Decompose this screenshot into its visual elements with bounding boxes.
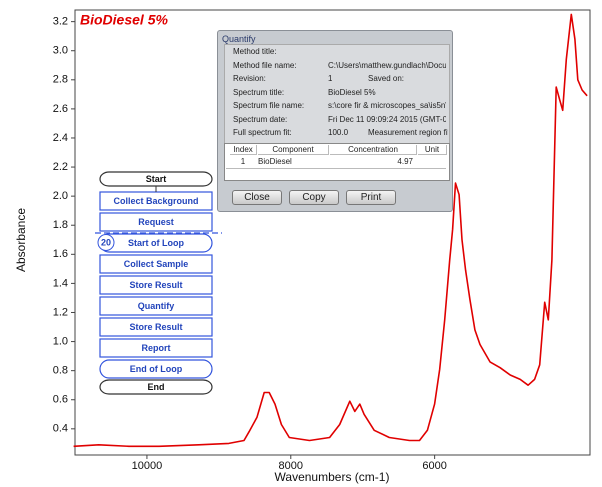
button[interactable]: Close xyxy=(232,190,282,205)
table-header: Unit xyxy=(418,145,447,155)
field-label: Method title: xyxy=(233,47,277,56)
step-box xyxy=(99,359,213,379)
field-label: Spectrum title: xyxy=(233,87,285,97)
info-panel xyxy=(224,44,450,144)
table-cell: BioDiesel xyxy=(258,157,292,166)
step-box xyxy=(99,296,213,316)
x-tick-label: 10000 xyxy=(132,460,163,472)
step-box xyxy=(99,254,213,274)
results-table xyxy=(224,143,450,181)
table-cell: 1 xyxy=(240,157,246,166)
table-header: Index xyxy=(230,145,257,155)
step-box xyxy=(99,212,213,232)
table-header: Concentration xyxy=(330,145,417,155)
step-box xyxy=(99,338,213,358)
field-value: s:\core fir & microscopes_sa\is5n\bi xyxy=(328,101,446,110)
y-tick-label: 3.2 xyxy=(53,16,68,28)
step-label: End of Loop xyxy=(130,364,183,374)
y-tick-label: 2.6 xyxy=(53,103,68,115)
step-box xyxy=(99,275,213,295)
step-label: Store Result xyxy=(129,280,182,290)
field-value: 100.0 xyxy=(328,128,349,137)
x-tick-label: 8000 xyxy=(279,460,303,472)
y-tick-label: 1.2 xyxy=(53,306,68,318)
field-value: Measurement region fit: xyxy=(368,128,448,137)
dialog-title: Quantify xyxy=(222,34,256,44)
y-tick-label: 2.8 xyxy=(53,74,68,86)
step-box xyxy=(99,317,213,337)
field-value: Saved on: xyxy=(368,74,405,83)
field-label: Spectrum date: xyxy=(233,114,288,124)
step-label: Collect Background xyxy=(113,196,198,206)
field-label: Spectrum file name: xyxy=(233,101,305,110)
y-axis-label: Absorbance xyxy=(14,208,28,272)
quantify-dialog: Quantify Method title: Method file name: C… xyxy=(217,30,453,212)
plot-frame xyxy=(74,9,591,456)
loop-count-badge xyxy=(97,234,115,251)
step-label: Collect Sample xyxy=(124,259,189,269)
step-label: Start of Loop xyxy=(128,238,184,248)
y-tick-label: 1.6 xyxy=(53,248,68,260)
step-label: Request xyxy=(138,217,174,227)
y-tick-label: 0.8 xyxy=(53,365,68,377)
spectrum-line xyxy=(73,13,588,448)
field-value: C:\Users\matthew.gundlach\Documer xyxy=(328,60,446,70)
step-label: Start xyxy=(146,174,167,184)
field-value: BioDiesel 5% xyxy=(328,87,376,97)
y-tick-label: 3.0 xyxy=(53,45,68,57)
button[interactable]: Copy xyxy=(289,190,339,205)
loop-count: 20 xyxy=(101,237,111,247)
field-value: Fri Dec 11 09:09:24 2015 (GMT-06:00) xyxy=(328,114,446,124)
step-label: Store Result xyxy=(129,322,182,332)
field-label: Revision: xyxy=(233,74,266,83)
y-tick-label: 0.4 xyxy=(53,423,68,435)
y-tick-label: 0.6 xyxy=(53,394,68,406)
y-tick-label: 1.4 xyxy=(53,277,68,289)
scrollbar xyxy=(226,168,446,178)
x-axis-label: Wavenumbers (cm-1) xyxy=(275,470,390,484)
table-cell: 4.97 xyxy=(397,157,413,166)
step-label: End xyxy=(148,382,165,392)
field-label: Full spectrum fit: xyxy=(233,128,292,137)
y-tick-label: 2.4 xyxy=(53,132,68,144)
y-tick-label: 2.0 xyxy=(53,190,68,202)
button[interactable]: Print xyxy=(346,190,396,205)
x-tick-label: 6000 xyxy=(422,460,446,472)
field-label: Method file name: xyxy=(233,60,297,70)
field-value: 1 xyxy=(328,74,333,83)
chart-title: BioDiesel 5% xyxy=(80,12,168,28)
y-tick-label: 1.8 xyxy=(53,219,68,231)
y-tick-label: 1.0 xyxy=(53,335,68,347)
terminal-box xyxy=(99,379,213,395)
table-header: Component xyxy=(258,145,329,155)
y-tick-label: 2.2 xyxy=(53,161,68,173)
step-label: Quantify xyxy=(138,301,175,311)
step-label: Report xyxy=(142,343,171,353)
